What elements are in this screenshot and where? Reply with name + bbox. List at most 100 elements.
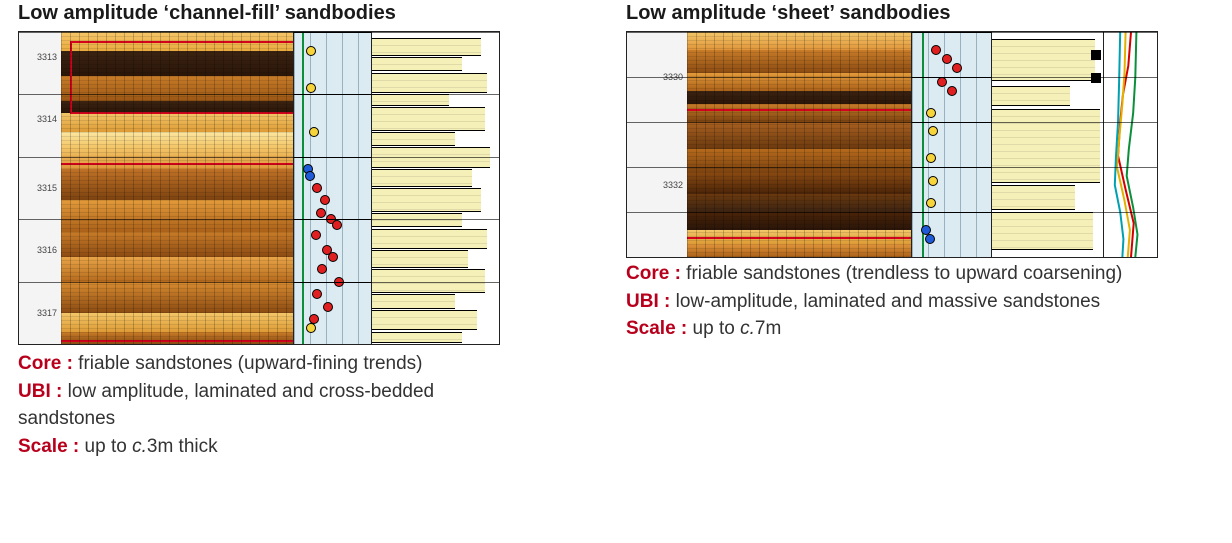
desc-ubi-row: UBI : low amplitude, laminated and cross… xyxy=(18,378,518,433)
panel-a-title: Low amplitude ‘channel-fill’ sandbodies xyxy=(18,2,578,25)
curves-svg xyxy=(1104,32,1158,257)
lith-bed xyxy=(372,94,449,105)
desc-ubi-row: UBI : low-amplitude, laminated and massi… xyxy=(626,288,1146,316)
fig-b-log-track xyxy=(911,32,993,257)
fig-a-bhi-track xyxy=(61,32,293,344)
fig-b-curves-track xyxy=(1103,32,1158,257)
tadpole-point xyxy=(312,183,322,193)
fig-b-lith-track xyxy=(991,32,1104,257)
tadpole-point xyxy=(925,234,935,244)
depth-label: 3332 xyxy=(663,180,683,190)
lith-bed xyxy=(372,294,455,308)
bhi-band xyxy=(61,257,293,282)
tadpole-point xyxy=(320,195,330,205)
tadpole-point xyxy=(309,127,319,137)
depth-label: 3315 xyxy=(37,183,57,193)
core-label: Core : xyxy=(18,353,73,374)
ubi-label: UBI : xyxy=(626,291,670,312)
figure-b: 3330 3332 xyxy=(626,31,1158,258)
lith-bed xyxy=(992,86,1070,106)
log-grid xyxy=(294,32,372,344)
log-curve xyxy=(302,32,304,344)
core-text: friable sandstones (upward-fining trends… xyxy=(73,353,423,374)
lith-bed xyxy=(992,109,1100,183)
tadpole-point xyxy=(926,198,936,208)
tadpole-point xyxy=(306,46,316,56)
tadpole-point xyxy=(942,54,952,64)
lith-bed xyxy=(372,332,462,343)
lith-bed xyxy=(372,73,487,94)
panel-sheet: Low amplitude ‘sheet’ sandbodies 3330333… xyxy=(626,2,1216,258)
fig-b-bhi-track xyxy=(687,32,911,257)
lith-bed xyxy=(372,57,462,71)
tadpole-point xyxy=(937,77,947,87)
black-mark xyxy=(1091,73,1101,83)
bhi-band xyxy=(687,194,911,212)
figure-a: 33133314331533163317 xyxy=(18,31,500,345)
lith-bed xyxy=(372,147,490,168)
lith-bed xyxy=(372,310,477,331)
core-text: friable sandstones (trendless to upward … xyxy=(681,263,1122,284)
tadpole-point xyxy=(311,230,321,240)
lith-bed xyxy=(372,213,462,227)
scale-pre: up to xyxy=(79,436,132,457)
lith-bed xyxy=(992,185,1075,210)
tadpole-point xyxy=(931,45,941,55)
bhi-band xyxy=(61,313,293,332)
lith-bed xyxy=(372,169,472,187)
panel-b-title: Low amplitude ‘sheet’ sandbodies xyxy=(626,2,1216,25)
ubi-text: low-amplitude, laminated and massive san… xyxy=(670,291,1100,312)
tadpole-point xyxy=(928,126,938,136)
page-root: Low amplitude ‘channel-fill’ sandbodies … xyxy=(0,0,1232,543)
ubi-label: UBI : xyxy=(18,381,62,402)
scale-pre: up to xyxy=(687,318,740,339)
lith-bed xyxy=(372,107,485,131)
fig-a-depth-track: 33133314331533163317 xyxy=(19,32,62,344)
tadpole-point xyxy=(316,208,326,218)
bhi-band xyxy=(687,73,911,91)
tadpole-point xyxy=(323,302,333,312)
scale-em: c. xyxy=(740,318,755,339)
tadpole-point xyxy=(926,108,936,118)
black-mark xyxy=(1091,50,1101,60)
tadpole-point xyxy=(947,86,957,96)
panel-a-description: Core : friable sandstones (upward-fining… xyxy=(18,350,518,460)
log-curve xyxy=(922,32,924,257)
desc-scale-row: Scale : up to c.3m thick xyxy=(18,433,518,461)
fig-a-log-track xyxy=(293,32,373,344)
depth-label: 3330 xyxy=(663,72,683,82)
bhi-band xyxy=(61,76,293,101)
scale-em: c. xyxy=(132,436,147,457)
lith-bed xyxy=(372,188,481,212)
bhi-band xyxy=(61,147,293,169)
lith-bed xyxy=(372,250,468,268)
lith-bed xyxy=(992,39,1095,82)
lith-bed xyxy=(372,229,487,250)
bhi-band xyxy=(687,172,911,195)
tadpole-point xyxy=(306,323,316,333)
bhi-band xyxy=(61,282,293,313)
bhi-band xyxy=(61,51,293,76)
bhi-band xyxy=(61,232,293,257)
tadpole-point xyxy=(928,176,938,186)
bhi-band xyxy=(61,332,293,344)
tadpole-point xyxy=(317,264,327,274)
bhi-band xyxy=(687,230,911,244)
tadpole-point xyxy=(305,171,315,181)
tadpole-point xyxy=(926,153,936,163)
depth-label: 3316 xyxy=(37,245,57,255)
bhi-band xyxy=(687,122,911,149)
lith-bed xyxy=(372,269,485,293)
bhi-band xyxy=(61,169,293,200)
panel-channel-fill: Low amplitude ‘channel-fill’ sandbodies … xyxy=(18,2,578,345)
core-label: Core : xyxy=(626,263,681,284)
bhi-band xyxy=(687,149,911,172)
bhi-band xyxy=(687,104,911,122)
bhi-band xyxy=(687,212,911,230)
depth-label: 3313 xyxy=(37,52,57,62)
bhi-band xyxy=(687,50,911,73)
scale-post: 7m xyxy=(755,318,781,339)
bhi-band xyxy=(61,113,293,132)
depth-label: 3314 xyxy=(37,114,57,124)
bhi-band xyxy=(687,244,911,258)
